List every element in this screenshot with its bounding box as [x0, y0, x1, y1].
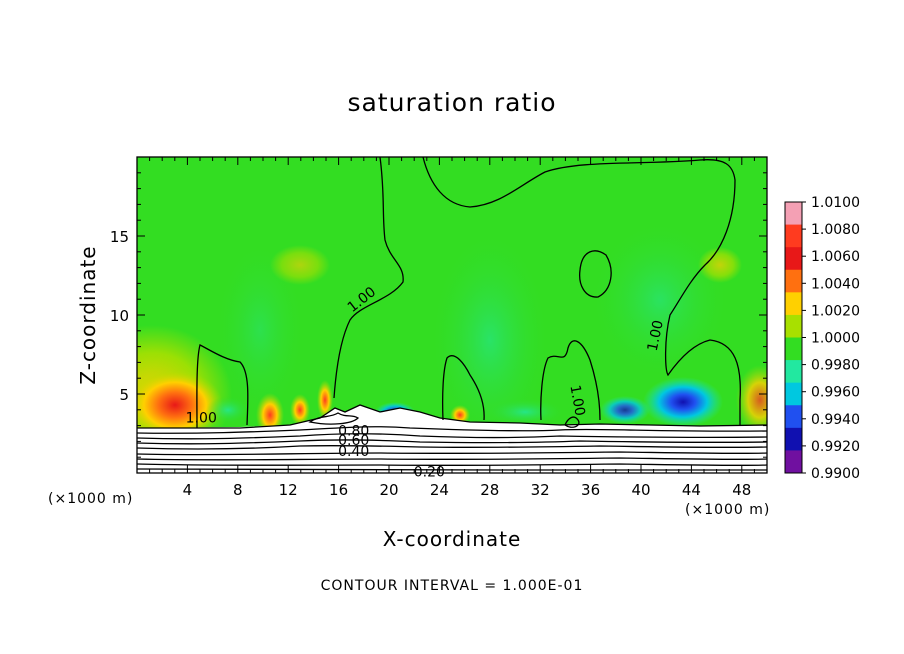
contour-line-1.00 [564, 416, 580, 428]
contour-line-1.00 [579, 250, 612, 298]
contour-line-0.70 [137, 439, 767, 445]
x-unit-label: (×1000 m) [48, 491, 134, 507]
colorbar-swatch [785, 337, 802, 361]
field-dry-layer [137, 405, 767, 473]
field-supersat-region [290, 394, 310, 426]
x-tick-label: 40 [631, 481, 650, 499]
colorbar-tick-label: 1.0000 [811, 331, 860, 347]
contour-label-text: 1.00 [186, 411, 217, 427]
x-tick-label: 28 [480, 481, 499, 499]
contour-interval-note: CONTOUR INTERVAL = 1.000E-01 [320, 578, 584, 594]
field-supersat-core [137, 370, 223, 440]
colorbar-tick-label: 1.0100 [811, 195, 860, 211]
contour-line-0.30 [137, 463, 767, 467]
contour-line-1.00 [422, 157, 741, 425]
colorbar-tick-label: 1.0020 [811, 303, 860, 319]
contour-label-text: 1.00 [645, 319, 667, 353]
contour-label: 1.00 [645, 319, 667, 353]
colorbar-tick-label: 0.9960 [811, 385, 860, 401]
colorbar-swatch [785, 202, 802, 226]
field-moist-region [215, 240, 305, 420]
x-tick-label: 4 [183, 481, 193, 499]
contour-line-1.00 [441, 355, 485, 421]
contour-lines [137, 157, 767, 471]
contour-line-0.50 [137, 451, 767, 456]
field-subsat-region [643, 377, 723, 427]
field-moist-region [430, 230, 550, 450]
contour-line-0.80 [308, 412, 360, 425]
field-moist-region [590, 220, 730, 380]
field-supersat-region [270, 245, 330, 285]
colorbar-swatch [785, 360, 802, 384]
contour-label-text: 0.40 [338, 444, 369, 460]
y-tick-label: 10 [110, 307, 129, 325]
field-moist-region [485, 398, 565, 426]
colorbar-swatch [785, 427, 802, 451]
colorbar-swatch [785, 224, 802, 248]
field-supersat-region [698, 247, 742, 283]
y-axis: 5 10 15 [110, 172, 767, 458]
colorbar-swatch [785, 292, 802, 316]
x-axis-label: X-coordinate [382, 527, 522, 551]
x-tick-label: 36 [581, 481, 600, 499]
colorbar-swatch [785, 382, 802, 406]
contour-line-0.90 [137, 426, 767, 434]
colorbar-swatch [785, 314, 802, 338]
field-supersat-region [317, 380, 333, 420]
contour-label: 0.40 [338, 444, 369, 460]
field-moist-region [206, 396, 250, 424]
x-tick-label: 48 [732, 481, 751, 499]
colorbar-swatch [785, 405, 802, 429]
contour-line-0.60 [137, 444, 767, 450]
x-tick-label: 24 [430, 481, 449, 499]
x-tick-label: 20 [379, 481, 398, 499]
contour-label: 0.80 [338, 423, 369, 439]
colorbar: 1.0100 1.0080 1.0060 1.0040 1.0020 1.0000 0.99… [784, 195, 860, 482]
colorbar-tick-label: 0.9980 [811, 358, 860, 374]
contour-line-0.80 [137, 433, 767, 440]
y-tick-label: 15 [110, 228, 129, 246]
x-axis: 4 8 12 16 20 24 28 32 36 40 44 48 [149, 157, 755, 499]
colorbar-tick-label: 1.0040 [811, 276, 860, 292]
colorbar-tick-label: 0.9940 [811, 412, 860, 428]
colorbar-tick-label: 1.0060 [811, 249, 860, 265]
field-subsat-region [600, 396, 650, 424]
contour-label: 0.60 [338, 433, 369, 449]
contour-line-1.00 [196, 344, 249, 429]
contour-label-text: 0.80 [338, 423, 369, 439]
colorbar-tick-label: 0.9920 [811, 439, 860, 455]
x-tick-label: 8 [233, 481, 243, 499]
field-supersat-region [736, 365, 767, 435]
saturation-field [137, 157, 767, 473]
contour-line-0.20 [137, 468, 767, 471]
colorbar-swatch [785, 247, 802, 271]
contour-line-0.40 [137, 457, 767, 461]
colorbar-swatch [785, 269, 802, 293]
chart-title: saturation ratio [347, 88, 557, 117]
contour-label: 1.00 [186, 411, 217, 427]
contour-label-text: 0.60 [338, 433, 369, 449]
x-tick-label: 12 [279, 481, 298, 499]
x-tick-label: 16 [329, 481, 348, 499]
contour-line-1.00 [540, 340, 601, 421]
contour-labels: 1.001.001.001.000.800.600.400.20 [186, 284, 667, 480]
contour-line-1.00 [333, 157, 404, 399]
x-tick-label: 32 [531, 481, 550, 499]
y-tick-label: 5 [119, 386, 129, 404]
contour-label-text: 1.00 [566, 384, 587, 417]
x-unit-label: (×1000 m) [685, 502, 771, 518]
colorbar-swatch [785, 450, 802, 474]
contour-label: 1.00 [566, 384, 587, 417]
x-tick-label: 44 [682, 481, 701, 499]
y-axis-label: Z-coordinate [76, 245, 100, 385]
colorbar-tick-label: 1.0080 [811, 222, 860, 238]
colorbar-tick-label: 0.9900 [811, 466, 860, 482]
